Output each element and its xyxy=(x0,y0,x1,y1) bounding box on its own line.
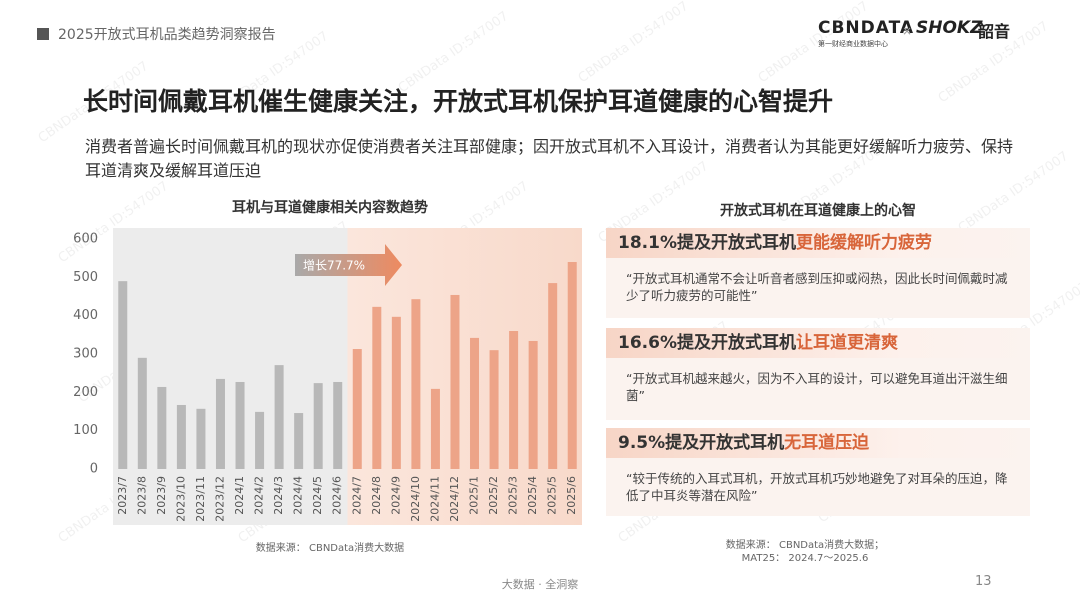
subtitle: 消费者普遍长时间佩戴耳机的现状亦促使消费者关注耳部健康；因开放式耳机不入耳设计，… xyxy=(85,137,1014,180)
footer-tagline: 大数据 · 全洞察 xyxy=(501,578,579,591)
x-tick-label: 2023/9 xyxy=(155,476,168,515)
bar xyxy=(372,306,382,469)
x-tick-label: 2024/12 xyxy=(448,476,461,522)
x-tick-label: 2025/4 xyxy=(526,476,539,515)
bar xyxy=(352,349,362,469)
insight-quote: “开放式耳机通常不会让听音者感到压抑或闷热，因此长时间佩戴时减少了听力疲劳的可能… xyxy=(626,271,1008,303)
x-tick-label: 2024/4 xyxy=(292,476,305,515)
source-line: 数据来源： CBNData消费大数据； xyxy=(725,540,885,551)
bar xyxy=(137,357,147,469)
chart-source: 数据来源： CBNData消费大数据 xyxy=(255,543,405,554)
y-tick-label: 200 xyxy=(73,385,98,400)
bar xyxy=(411,299,421,469)
insight-highlight: 无耳道压迫 xyxy=(784,433,870,453)
bar xyxy=(509,331,519,469)
x-tick-label: 2024/2 xyxy=(253,476,266,515)
x-tick-label: 2024/5 xyxy=(311,476,324,515)
y-tick-label: 400 xyxy=(73,308,98,323)
bar xyxy=(548,283,558,469)
chart-title: 耳机与耳道健康相关内容数趋势 xyxy=(232,199,428,216)
x-tick-label: 2025/1 xyxy=(468,476,481,515)
bar xyxy=(313,383,323,469)
x-tick-label: 2025/6 xyxy=(565,476,578,515)
brand-logo: SHOKZ xyxy=(916,18,983,38)
insight-head: 16.6%提及开放式耳机让耳道更清爽 xyxy=(606,328,1030,358)
x-tick-label: 2024/7 xyxy=(350,476,363,515)
bar xyxy=(333,381,343,469)
insight-card: 18.1%提及开放式耳机更能缓解听力疲劳 “开放式耳机通常不会让听音者感到压抑或闷… xyxy=(606,228,1030,318)
bar xyxy=(294,413,304,469)
period-shade xyxy=(113,228,348,525)
annotation: 增长77.7% xyxy=(303,259,365,273)
insight-highlight: 更能缓解听力疲劳 xyxy=(795,233,932,253)
slide-title: 长时间佩戴耳机催生健康关注，开放式耳机保护耳道健康的心智提升 xyxy=(83,87,834,116)
x-tick-label: 2023/11 xyxy=(194,476,207,522)
y-tick-label: 0 xyxy=(90,462,98,477)
bar xyxy=(157,386,167,469)
insight-highlight: 让耳道更清爽 xyxy=(795,333,898,353)
x-tick-label: 2024/9 xyxy=(389,476,402,515)
x-tick-label: 2024/1 xyxy=(233,476,246,515)
y-tick-label: 500 xyxy=(73,270,98,285)
page-number: 13 xyxy=(975,574,992,589)
x-tick-label: 2024/3 xyxy=(272,476,285,515)
x-tick-label: 2023/12 xyxy=(213,476,226,522)
insights-source: 数据来源： CBNData消费大数据； MAT25： 2024.7～2025.6 xyxy=(690,539,920,565)
y-tick-label: 100 xyxy=(73,423,98,438)
brand-logo-cn: 韶音 xyxy=(978,22,1011,41)
insight-quote: “开放式耳机越来越火，因为不入耳的设计，可以避免耳道出汗滋生细菌” xyxy=(626,371,1008,403)
bar xyxy=(489,350,499,469)
bar xyxy=(176,404,186,469)
x-tick-label: 2023/10 xyxy=(174,476,187,522)
logo: CBNDATA xyxy=(818,18,915,38)
y-tick-label: 300 xyxy=(73,347,98,362)
insights-title: 开放式耳机在耳道健康上的心智 xyxy=(720,203,916,219)
bar xyxy=(567,262,577,469)
insight-head: 9.5%提及开放式耳机无耳道压迫 xyxy=(606,428,1030,458)
insight-lead: 9.5%提及开放式耳机 xyxy=(618,433,785,453)
growth-arrow xyxy=(295,244,402,286)
bar xyxy=(450,294,460,469)
insight-lead: 18.1%提及开放式耳机 xyxy=(618,233,796,253)
insight-quote: “较于传统的入耳式耳机，开放式耳机巧妙地避免了对耳朵的压迫，降低了中耳炎等潜在风… xyxy=(626,471,1008,503)
bar xyxy=(215,378,225,469)
x-tick-label: 2025/5 xyxy=(546,476,559,515)
bar xyxy=(391,316,401,469)
x-tick-label: 2023/7 xyxy=(116,476,129,515)
header-mark xyxy=(37,28,49,40)
insight-head: 18.1%提及开放式耳机更能缓解听力疲劳 xyxy=(606,228,1030,258)
bar xyxy=(470,337,480,469)
x-tick-label: 2023/8 xyxy=(135,476,148,515)
insight-card: 16.6%提及开放式耳机让耳道更清爽 “开放式耳机越来越火，因为不入耳的设计，可以… xyxy=(606,328,1030,420)
bar xyxy=(255,411,265,469)
insight-card: 9.5%提及开放式耳机无耳道压迫 “较于传统的入耳式耳机，开放式耳机巧妙地避免了对… xyxy=(606,428,1030,516)
watermark: CBNData ID:547007 xyxy=(576,0,692,86)
x-tick-label: 2024/6 xyxy=(331,476,344,515)
bar xyxy=(274,365,284,469)
source-line: MAT25： 2024.7～2025.6 xyxy=(741,553,869,564)
logo-sub: 第一财经商业数据中心 xyxy=(818,40,888,48)
bar xyxy=(196,408,206,469)
x-tick-label: 2024/11 xyxy=(428,476,441,522)
insight-lead: 16.6%提及开放式耳机 xyxy=(618,333,796,353)
x-tick-label: 2024/10 xyxy=(409,476,422,522)
logo-x: × xyxy=(902,24,913,38)
x-tick-label: 2024/8 xyxy=(370,476,383,515)
y-tick-label: 600 xyxy=(73,232,98,247)
report-title: 2025开放式耳机品类趋势洞察报告 xyxy=(58,27,276,43)
bar xyxy=(430,388,440,469)
x-tick-label: 2025/3 xyxy=(507,476,520,515)
bar xyxy=(235,381,245,469)
bar xyxy=(528,340,538,469)
bar xyxy=(118,281,128,469)
x-tick-label: 2025/2 xyxy=(487,476,500,515)
